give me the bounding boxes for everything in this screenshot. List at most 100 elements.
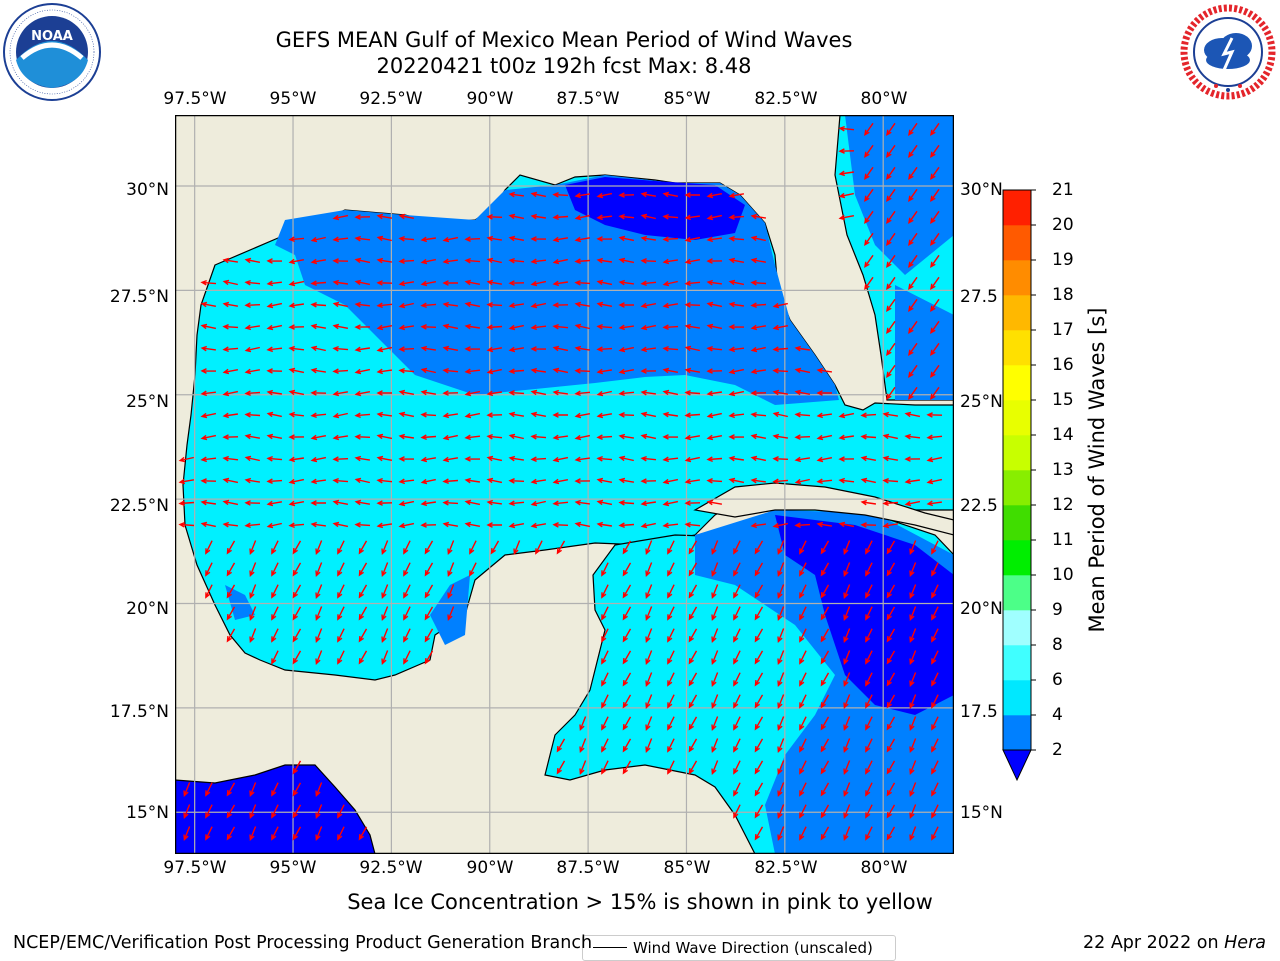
wind-arrow xyxy=(864,166,874,181)
wind-arrow xyxy=(310,280,327,286)
wind-arrow xyxy=(574,478,591,484)
wind-arrow xyxy=(398,522,415,529)
wind-arrow xyxy=(508,191,524,198)
wind-arrow xyxy=(552,456,569,463)
wind-arrow xyxy=(618,213,635,220)
wind-arrow xyxy=(183,804,191,819)
wind-arrow xyxy=(706,258,723,264)
wind-arrow xyxy=(645,584,653,599)
wind-arrow xyxy=(930,254,940,269)
wind-arrow xyxy=(244,368,261,375)
colorbar-label: Mean Period of Wind Waves [s] xyxy=(1085,307,1109,633)
wind-arrow xyxy=(750,368,767,375)
wind-arrow xyxy=(909,694,917,709)
wind-arrow xyxy=(645,606,653,621)
wind-arrow xyxy=(777,694,785,709)
wind-arrow xyxy=(640,368,657,374)
wind-arrow xyxy=(838,125,855,132)
wind-arrow xyxy=(601,694,609,709)
wind-arrow xyxy=(310,236,326,243)
wind-arrow xyxy=(908,122,918,137)
colorbar xyxy=(1002,189,1036,782)
wind-arrow xyxy=(442,478,459,484)
wind-arrow xyxy=(376,522,393,529)
wind-arrow xyxy=(447,606,455,621)
wind-arrow xyxy=(508,257,525,264)
wind-arrow xyxy=(530,478,547,485)
wind-arrow xyxy=(222,390,239,397)
wind-arrow xyxy=(843,628,851,643)
wind-arrow xyxy=(424,562,434,577)
wind-arrow xyxy=(645,628,653,643)
wind-arrow xyxy=(183,782,191,797)
wind-arrow xyxy=(667,694,675,709)
wind-arrow xyxy=(200,434,217,441)
wind-arrow xyxy=(667,672,675,687)
wind-arrow xyxy=(886,760,896,775)
wind-arrow xyxy=(931,606,939,621)
wind-arrow xyxy=(622,694,632,709)
wind-arrow xyxy=(508,390,525,396)
wind-arrow xyxy=(733,672,741,687)
wind-arrow xyxy=(711,584,719,599)
wind-arrow xyxy=(332,236,349,243)
wind-arrow xyxy=(358,540,368,555)
wind-arrow xyxy=(376,324,393,331)
wind-arrow xyxy=(469,562,477,577)
wind-arrow xyxy=(908,386,918,401)
colorbar-segment xyxy=(1003,330,1031,366)
colorbar-tick-label: 14 xyxy=(1052,425,1074,445)
wind-arrow xyxy=(908,254,918,269)
wind-arrow xyxy=(886,672,896,687)
wind-arrow xyxy=(469,540,477,555)
wind-arrow xyxy=(508,235,525,242)
wind-arrow xyxy=(310,390,327,396)
wind-arrow xyxy=(530,456,547,462)
wind-arrow xyxy=(574,368,591,374)
wind-arrow xyxy=(315,804,323,819)
colorbar-tick-label: 19 xyxy=(1052,250,1074,270)
chart-title: GEFS MEAN Gulf of Mexico Mean Period of … xyxy=(275,28,853,52)
wind-arrow xyxy=(596,390,612,397)
wind-arrow xyxy=(711,716,719,731)
wind-arrow xyxy=(442,367,459,374)
wind-arrow xyxy=(601,760,609,775)
colorbar-segment xyxy=(1003,505,1031,541)
wind-arrow xyxy=(310,521,326,528)
wind-arrow xyxy=(706,434,723,441)
wind-arrow xyxy=(750,346,766,353)
wind-arrow xyxy=(266,324,283,331)
wind-arrow xyxy=(424,540,434,555)
wind-arrow xyxy=(271,804,279,819)
wind-arrow xyxy=(420,389,437,396)
wind-arrow xyxy=(622,716,632,731)
wind-arrow xyxy=(205,584,213,599)
wind-arrow xyxy=(909,738,917,753)
wind-arrow xyxy=(886,650,896,665)
wind-arrow xyxy=(464,434,481,441)
wind-arrow xyxy=(288,434,305,440)
wind-arrow xyxy=(200,521,216,528)
wind-arrow xyxy=(864,188,874,203)
wind-arrow xyxy=(244,477,261,484)
wind-arrow xyxy=(315,628,323,643)
wind-arrow xyxy=(442,345,459,352)
colorbar-tick-label: 20 xyxy=(1052,215,1074,235)
lon-tick-top: 80°W xyxy=(860,89,908,109)
wind-arrow xyxy=(332,390,349,397)
wind-arrow xyxy=(909,804,917,819)
wind-arrow xyxy=(249,584,257,599)
wind-arrow xyxy=(931,782,939,797)
chart-subtitle: 20220421 t00z 192h fcst Max: 8.48 xyxy=(376,54,752,78)
branch-credit: NCEP/EMC/Verification Post Processing Pr… xyxy=(13,933,593,953)
wind-arrow xyxy=(886,276,896,291)
wind-arrow xyxy=(398,280,415,287)
wind-arrow xyxy=(754,716,764,731)
wind-arrow xyxy=(645,540,653,555)
wind-arrow xyxy=(777,760,785,775)
wind-arrow xyxy=(640,280,657,287)
wind-arrow xyxy=(266,455,283,462)
wind-arrow xyxy=(684,412,701,418)
wind-arrow xyxy=(909,826,917,841)
wind-arrow xyxy=(486,455,503,462)
